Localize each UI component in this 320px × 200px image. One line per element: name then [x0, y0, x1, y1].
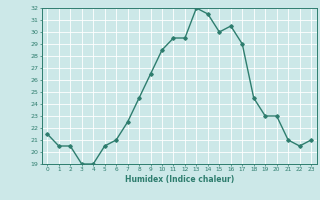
X-axis label: Humidex (Indice chaleur): Humidex (Indice chaleur) — [124, 175, 234, 184]
